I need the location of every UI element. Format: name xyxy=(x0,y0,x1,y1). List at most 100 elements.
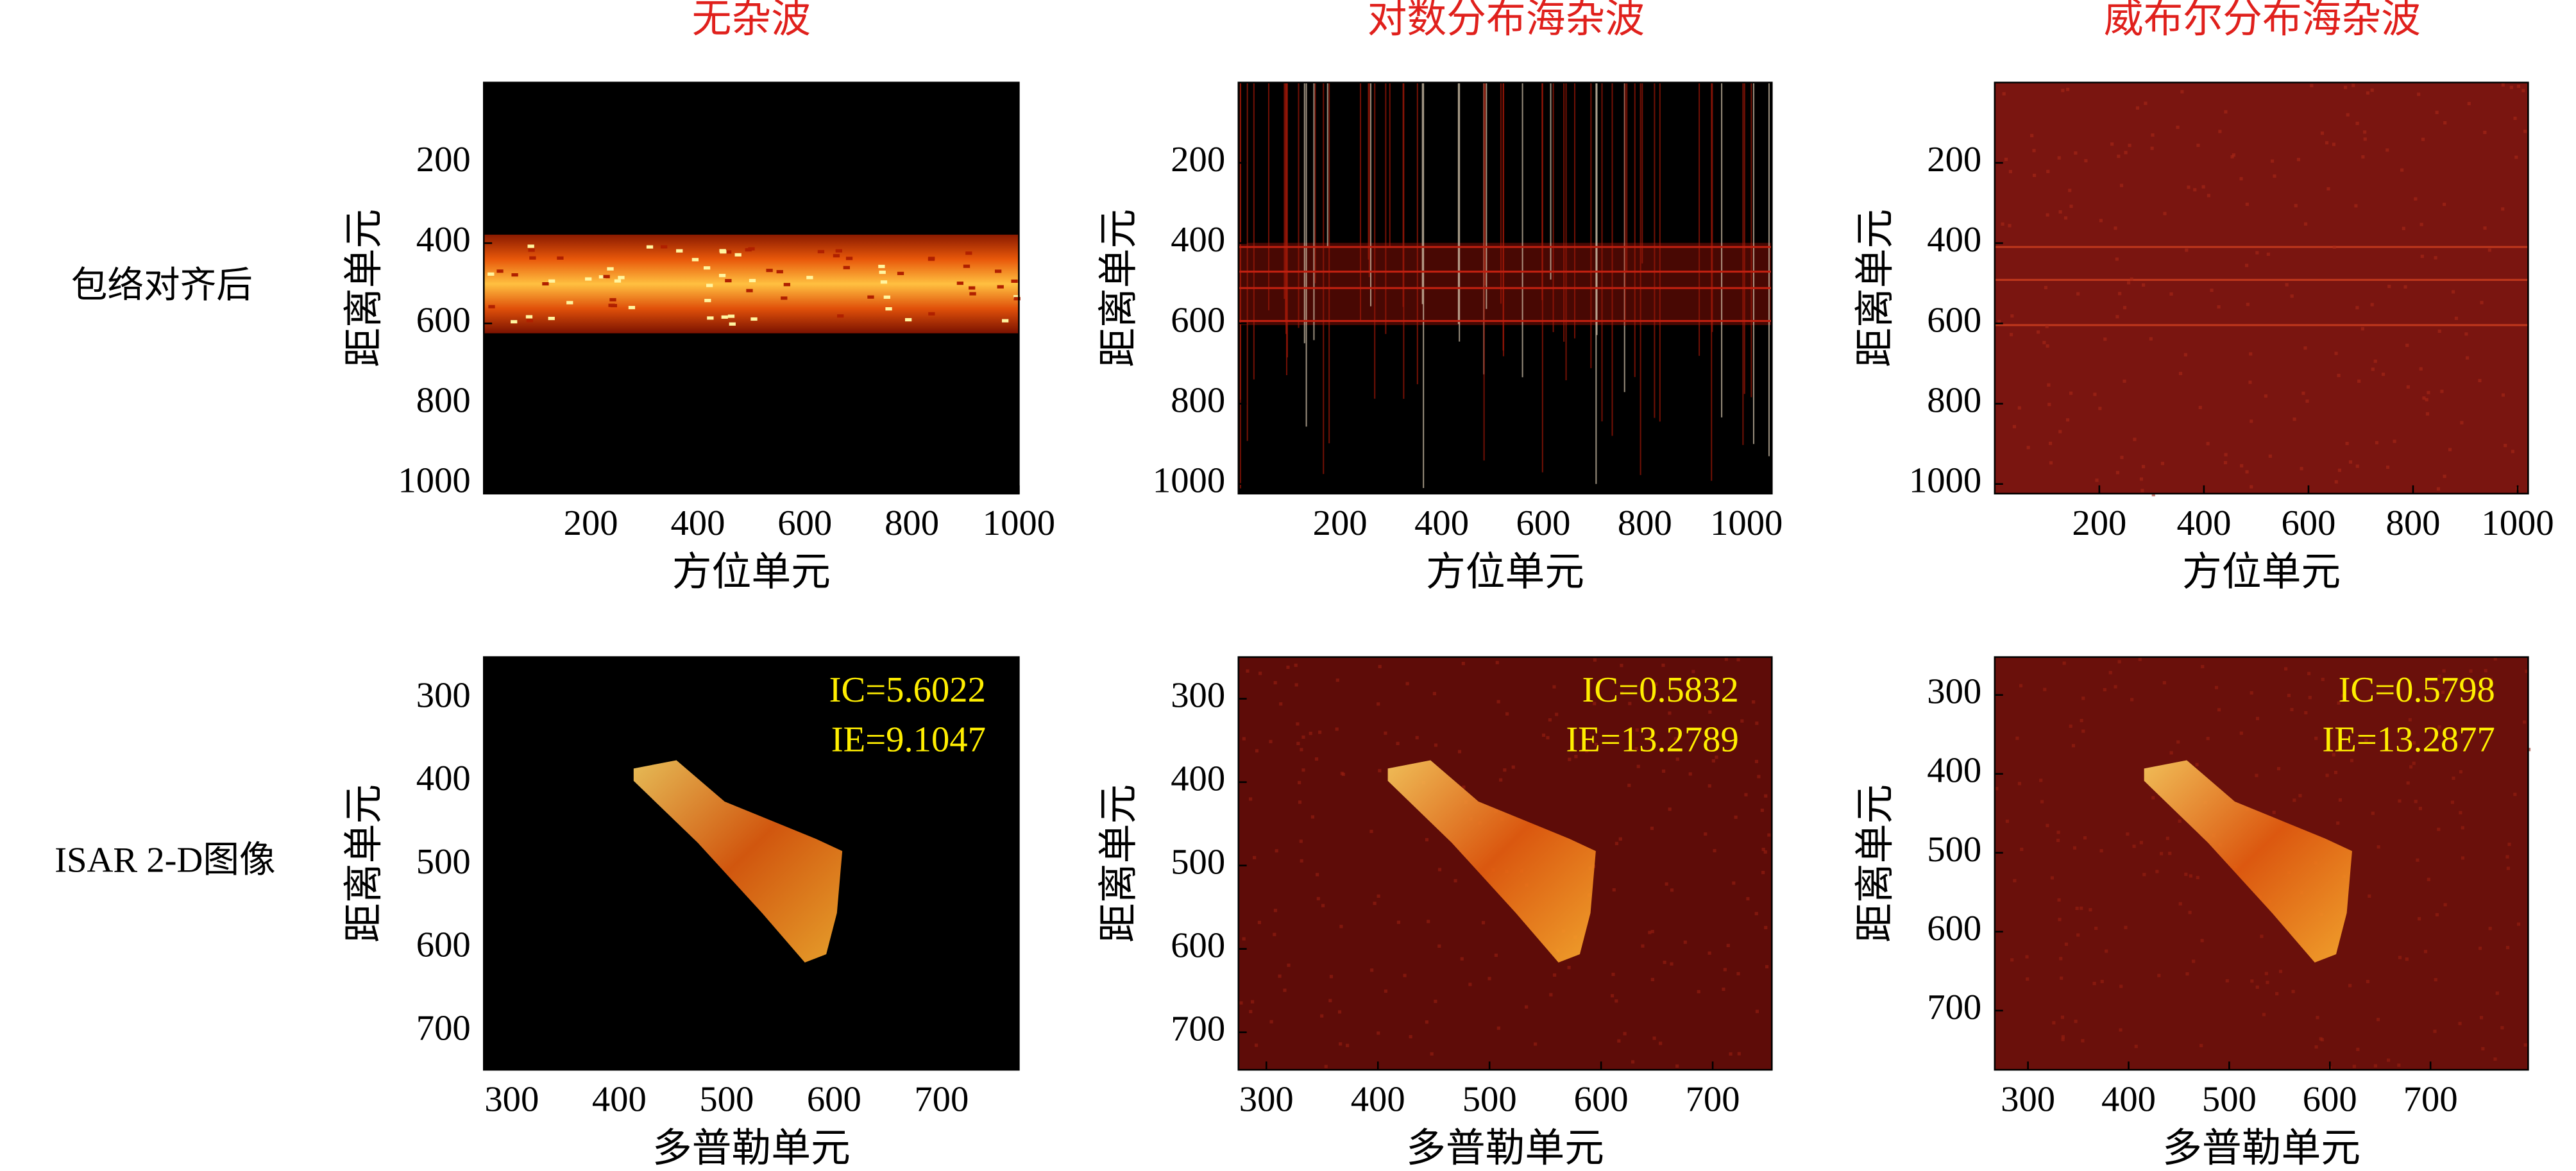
image-noise xyxy=(1732,881,1736,885)
image-noise xyxy=(2516,85,2521,88)
image-noise xyxy=(2417,92,2421,96)
image-noise xyxy=(2414,800,2418,804)
image-noise xyxy=(1704,832,1707,836)
image-noise xyxy=(1715,755,1718,759)
image-noise xyxy=(1370,968,1374,972)
image-noise xyxy=(2069,724,2072,728)
image-noise xyxy=(1335,727,1339,731)
image-noise xyxy=(2046,169,2050,173)
image-noise xyxy=(1736,658,1740,662)
y-tick-label: 500 xyxy=(1927,830,1981,870)
image-speckle xyxy=(843,265,850,269)
image-noise xyxy=(2377,1018,2380,1022)
image-noise xyxy=(2314,1045,2318,1049)
image-noise xyxy=(1628,702,1632,705)
x-tick-label: 600 xyxy=(807,1080,861,1120)
image-speckle xyxy=(904,317,912,322)
image-noise xyxy=(1764,925,1768,930)
image-noise xyxy=(2363,130,2367,134)
y-tick-label: 1000 xyxy=(398,461,470,501)
y-tick-label: 600 xyxy=(1927,300,1981,340)
image-noise xyxy=(2196,875,2199,879)
y-tick-label: 700 xyxy=(416,1009,471,1049)
image-noise xyxy=(1405,682,1409,686)
image-noise xyxy=(2180,90,2184,94)
target-image xyxy=(633,760,843,963)
image-noise xyxy=(2387,285,2391,289)
image-noise xyxy=(2189,874,2192,878)
image-speckle xyxy=(676,249,683,253)
image-noise xyxy=(2437,329,2441,333)
image-noise xyxy=(2046,213,2049,217)
image-noise xyxy=(1499,778,1503,782)
image-noise xyxy=(2275,992,2279,996)
target-image xyxy=(1387,760,1596,963)
image-noise xyxy=(1425,838,1429,841)
image-noise xyxy=(2115,257,2119,261)
image-noise xyxy=(2217,708,2221,712)
image-noise xyxy=(2443,203,2446,206)
image-noise xyxy=(2080,906,2083,910)
image-speckle xyxy=(661,245,668,249)
image-noise xyxy=(2298,794,2302,798)
y-tick-label: 800 xyxy=(416,381,471,421)
image-noise xyxy=(1707,784,1711,788)
y-tick-label: 200 xyxy=(1171,140,1225,180)
image-noise xyxy=(2308,696,2312,700)
image-noise xyxy=(1652,1036,1656,1040)
image-speckle xyxy=(1011,279,1018,283)
image-speckle xyxy=(526,319,534,323)
image-noise xyxy=(1310,815,1315,819)
image-noise xyxy=(2010,958,2014,962)
x-tick-label: 1000 xyxy=(983,503,1055,543)
image-noise xyxy=(1674,737,1677,741)
image-noise xyxy=(2402,226,2405,230)
image-noise xyxy=(2159,852,2164,855)
image-noise xyxy=(2069,205,2073,208)
image-noise xyxy=(2488,927,2492,931)
image-noise xyxy=(2448,448,2452,451)
image-noise xyxy=(1713,848,1716,853)
image-noise xyxy=(2443,121,2447,125)
image-noise xyxy=(1396,920,1400,924)
image-noise xyxy=(2425,398,2428,401)
image-noise xyxy=(2276,767,2281,771)
image-noise xyxy=(1760,808,1764,813)
image-noise xyxy=(1688,772,1692,776)
image-speckle xyxy=(729,322,736,326)
image-noise xyxy=(1623,1032,1627,1036)
image-noise xyxy=(2050,876,2054,880)
image-noise xyxy=(2043,687,2047,691)
image-noise xyxy=(2065,418,2070,422)
image-noise xyxy=(1239,1001,1243,1005)
image-noise xyxy=(1300,748,1303,752)
image-noise xyxy=(2360,327,2364,331)
image-noise xyxy=(2483,226,2487,230)
image-noise xyxy=(2052,1021,2056,1025)
image-noise xyxy=(2176,740,2180,744)
image-noise xyxy=(2434,256,2437,260)
image-noise xyxy=(2151,133,2155,137)
image-noise xyxy=(1755,1009,1759,1013)
image-noise xyxy=(1242,737,1246,741)
image-noise xyxy=(2305,399,2309,403)
image-noise xyxy=(2103,687,2106,692)
image-noise xyxy=(1708,710,1712,714)
image-noise xyxy=(2435,913,2439,916)
image-noise xyxy=(1309,732,1312,736)
image-noise xyxy=(1746,897,1750,901)
image-noise xyxy=(2244,264,2249,267)
image-noise xyxy=(1661,663,1665,667)
image-noise xyxy=(2127,281,2131,285)
image-noise xyxy=(1617,1039,1621,1043)
image-noise xyxy=(2123,379,2126,383)
image-noise xyxy=(1574,755,1578,759)
y-tick-label: 200 xyxy=(416,140,471,180)
image-noise xyxy=(1995,787,1999,791)
image-noise xyxy=(2201,664,2205,669)
image-noise xyxy=(2489,677,2493,681)
y-axis-label: 距离单元 xyxy=(1854,784,1897,943)
image-noise xyxy=(2351,688,2355,692)
image-noise xyxy=(1525,1005,1529,1009)
